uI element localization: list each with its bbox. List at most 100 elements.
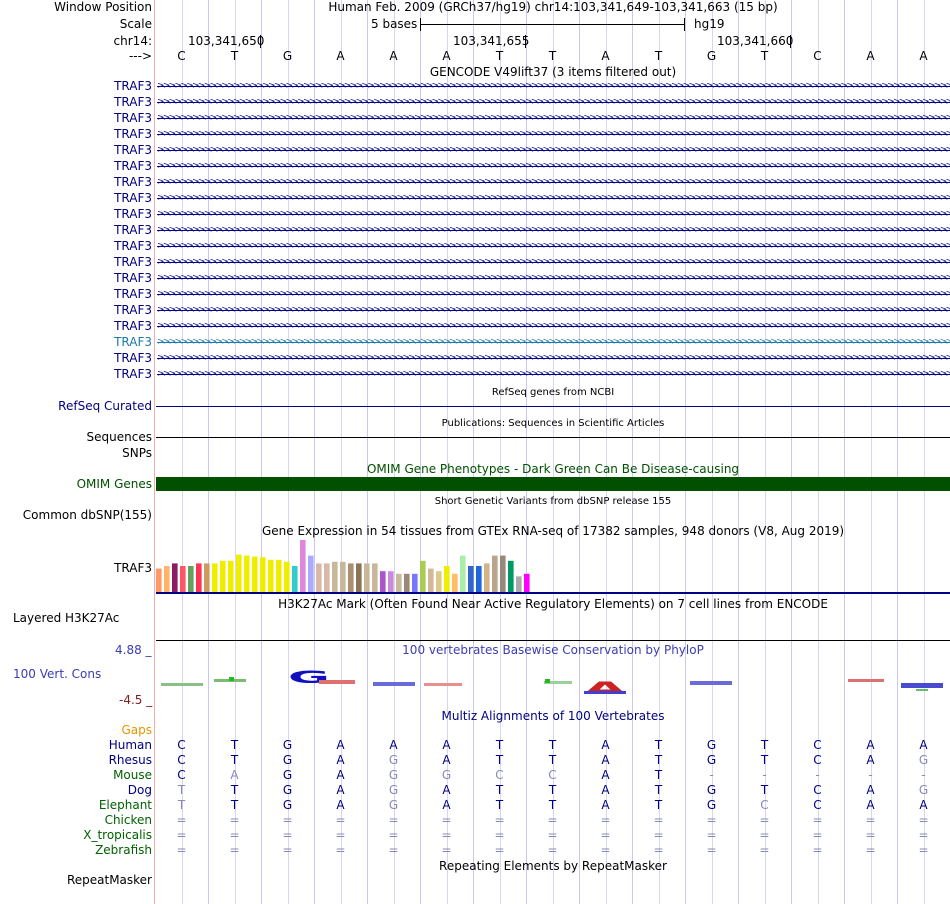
gencode-transcript-label[interactable]: TRAF3 [114,367,152,381]
gencode-transcript-line[interactable] [157,118,950,119]
gtex-tissue-bar[interactable] [500,555,506,592]
refseq-line[interactable] [156,406,950,407]
repeatmasker-label[interactable]: RepeatMasker [66,873,152,887]
gtex-tissue-bar[interactable] [340,561,346,592]
gencode-transcript-line[interactable] [157,166,950,167]
gencode-transcript-line[interactable] [157,358,950,359]
phylop-label[interactable]: 100 Vert. Cons [13,667,102,681]
species-label[interactable]: X_tropicalis [83,828,152,842]
gtex-tissue-bar[interactable] [156,568,162,592]
gencode-transcript-label[interactable]: TRAF3 [114,127,152,141]
gencode-transcript-label[interactable]: TRAF3 [114,79,152,93]
gtex-tissue-bar[interactable] [436,571,442,592]
gtex-tissue-bar[interactable] [204,563,210,592]
refseq-label[interactable]: RefSeq Curated [58,399,152,413]
gtex-tissue-bar[interactable] [164,566,170,592]
gtex-tissue-bar[interactable] [524,573,530,592]
gtex-gene-label[interactable]: TRAF3 [114,561,152,575]
gencode-transcript-label[interactable]: TRAF3 [114,335,152,349]
h3k27ac-label[interactable]: Layered H3K27Ac [13,611,120,625]
gencode-transcript-label[interactable]: TRAF3 [114,271,152,285]
gencode-transcript-line[interactable] [157,150,950,151]
gtex-tissue-bar[interactable] [260,557,266,592]
species-label[interactable]: Chicken [104,813,152,827]
gencode-transcript-label[interactable]: TRAF3 [114,223,152,237]
gencode-transcript-label[interactable]: TRAF3 [114,175,152,189]
gtex-tissue-bar[interactable] [388,571,394,592]
gencode-transcript-label[interactable]: TRAF3 [114,95,152,109]
gencode-transcript-label[interactable]: TRAF3 [114,239,152,253]
gtex-tissue-bar[interactable] [412,573,418,592]
gtex-tissue-bar[interactable] [188,566,194,592]
gencode-transcript-label[interactable]: TRAF3 [114,143,152,157]
gaps-label[interactable]: Gaps [121,723,152,737]
gtex-tissue-bar[interactable] [348,563,354,592]
publications-line[interactable] [156,437,950,438]
gtex-tissue-bar[interactable] [372,563,378,592]
gencode-transcript-label[interactable]: TRAF3 [114,159,152,173]
gencode-transcript-line[interactable] [157,294,950,295]
gtex-tissue-bar[interactable] [252,556,258,592]
omim-label[interactable]: OMIM Genes [76,477,152,491]
gencode-transcript-label[interactable]: TRAF3 [114,287,152,301]
gtex-tissue-bar[interactable] [452,573,458,592]
gencode-transcript-line[interactable] [157,374,950,375]
gtex-tissue-bar[interactable] [404,573,410,592]
gencode-transcript-label[interactable]: TRAF3 [114,191,152,205]
gtex-tissue-bar[interactable] [428,568,434,592]
gencode-transcript-line[interactable] [157,278,950,279]
gencode-transcript-label[interactable]: TRAF3 [114,207,152,221]
gtex-bar-chart[interactable] [156,538,950,594]
gencode-transcript-label[interactable]: TRAF3 [114,255,152,269]
gtex-tissue-bar[interactable] [292,566,298,592]
gtex-tissue-bar[interactable] [268,559,274,592]
gtex-tissue-bar[interactable] [444,566,450,592]
publications-label[interactable]: Sequences [86,430,152,444]
gencode-transcript-line[interactable] [157,246,950,247]
gtex-tissue-bar[interactable] [236,554,242,592]
species-label[interactable]: Zebrafish [95,843,152,857]
species-label[interactable]: Rhesus [108,753,152,767]
gtex-tissue-bar[interactable] [492,555,498,592]
gencode-transcript-line[interactable] [157,134,950,135]
gtex-tissue-bar[interactable] [324,563,330,592]
gtex-tissue-bar[interactable] [308,555,314,592]
gencode-transcript-line[interactable] [157,214,950,215]
gtex-tissue-bar[interactable] [396,573,402,592]
gtex-tissue-bar[interactable] [284,561,290,592]
gtex-tissue-bar[interactable] [468,566,474,592]
snps-label[interactable]: SNPs [122,446,152,460]
gencode-transcript-line[interactable] [157,86,950,87]
gencode-transcript-line[interactable] [157,230,950,231]
gtex-tissue-bar[interactable] [356,563,362,592]
gtex-tissue-bar[interactable] [180,566,186,592]
gtex-tissue-bar[interactable] [196,563,202,592]
phylop-logo[interactable]: G A [156,664,950,698]
gtex-tissue-bar[interactable] [244,555,250,592]
gencode-transcript-line[interactable] [157,102,950,103]
species-label[interactable]: Human [108,738,152,752]
gtex-tissue-bar[interactable] [420,560,426,592]
gtex-tissue-bar[interactable] [172,563,178,592]
omim-bar[interactable] [156,477,950,491]
gtex-tissue-bar[interactable] [516,576,522,592]
species-label[interactable]: Mouse [113,768,152,782]
gtex-tissue-bar[interactable] [460,555,466,592]
gencode-transcript-line[interactable] [157,326,950,327]
gencode-transcript-line[interactable] [157,198,950,199]
species-label[interactable]: Elephant [98,798,152,812]
gencode-transcript-label[interactable]: TRAF3 [114,111,152,125]
gtex-tissue-bar[interactable] [212,563,218,592]
dbsnp-label[interactable]: Common dbSNP(155) [22,508,152,522]
gencode-transcript-label[interactable]: TRAF3 [114,303,152,317]
gencode-transcript-line[interactable] [157,310,950,311]
gencode-transcript-line[interactable] [157,262,950,263]
gtex-tissue-bar[interactable] [220,560,226,592]
gtex-tissue-bar[interactable] [508,560,514,592]
gtex-tissue-bar[interactable] [332,561,338,592]
gtex-tissue-bar[interactable] [364,563,370,592]
gtex-tissue-bar[interactable] [380,571,386,592]
gtex-tissue-bar[interactable] [484,563,490,592]
gtex-tissue-bar[interactable] [228,560,234,592]
